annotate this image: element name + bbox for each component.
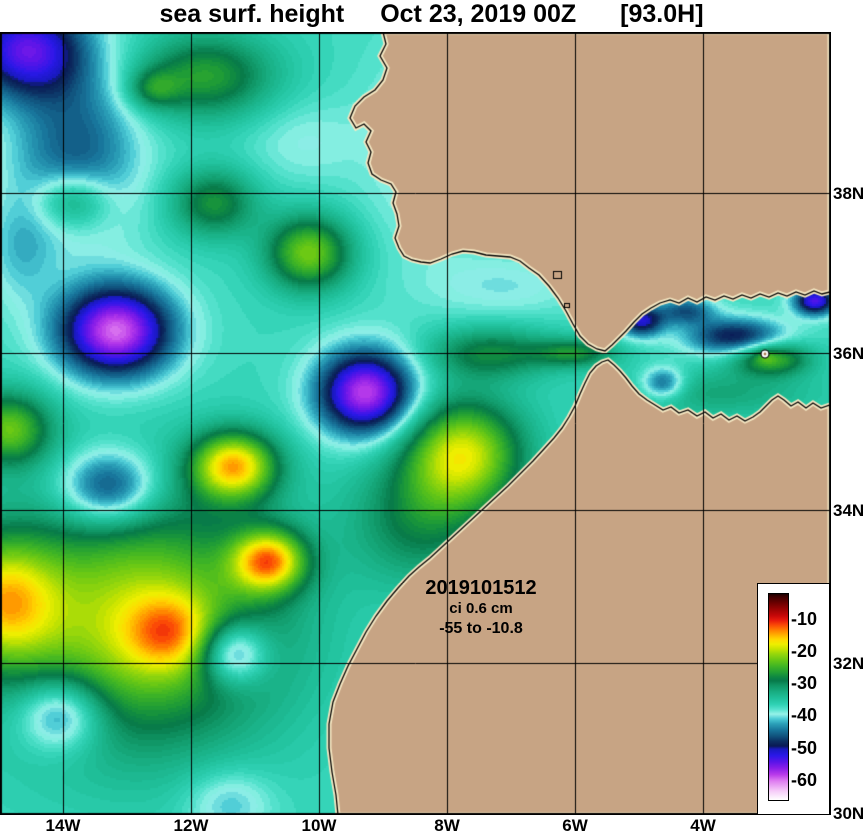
title-forecast-hour: [93.0H]	[620, 0, 704, 28]
x-tick-label: 8W	[434, 816, 460, 832]
y-tick-label: 34N	[833, 501, 863, 520]
x-tick-label: 10W	[301, 816, 337, 832]
title-variable: sea surf. height	[159, 0, 345, 28]
y-tick-label: 30N	[833, 804, 863, 823]
colorbar-tick-label: -10	[791, 609, 818, 629]
y-tick-label: 36N	[833, 344, 863, 363]
annotation-range: -55 to -10.8	[439, 620, 523, 637]
colorbar-tick-label: -40	[791, 705, 818, 725]
colorbar-tick-label: -30	[791, 673, 818, 693]
x-tick-label: 6W	[562, 816, 588, 832]
y-tick-label: 38N	[833, 184, 863, 203]
annotation-contour-interval: ci 0.6 cm	[449, 600, 513, 617]
colorbar-tick-label: -20	[791, 641, 818, 661]
plot-title: sea surf. height Oct 23, 2019 00Z [93.0H…	[0, 0, 863, 32]
title-datetime: Oct 23, 2019 00Z	[380, 0, 577, 28]
colorbar: -10 -20 -30 -40 -50 -60	[757, 583, 830, 815]
annotation-block: 2019101512 ci 0.6 cm -55 to -10.8	[425, 577, 536, 639]
y-tick-label: 32N	[833, 654, 863, 673]
x-tick-label: 4W	[690, 816, 716, 832]
colorbar-tick-label: -50	[791, 738, 818, 758]
annotation-run-id: 2019101512	[425, 577, 537, 599]
colorbar-tick-label: -60	[791, 770, 818, 790]
colorbar-gradient	[768, 593, 789, 801]
x-tick-label: 12W	[173, 816, 209, 832]
x-tick-label: 14W	[45, 816, 81, 832]
map-canvas	[0, 32, 831, 815]
